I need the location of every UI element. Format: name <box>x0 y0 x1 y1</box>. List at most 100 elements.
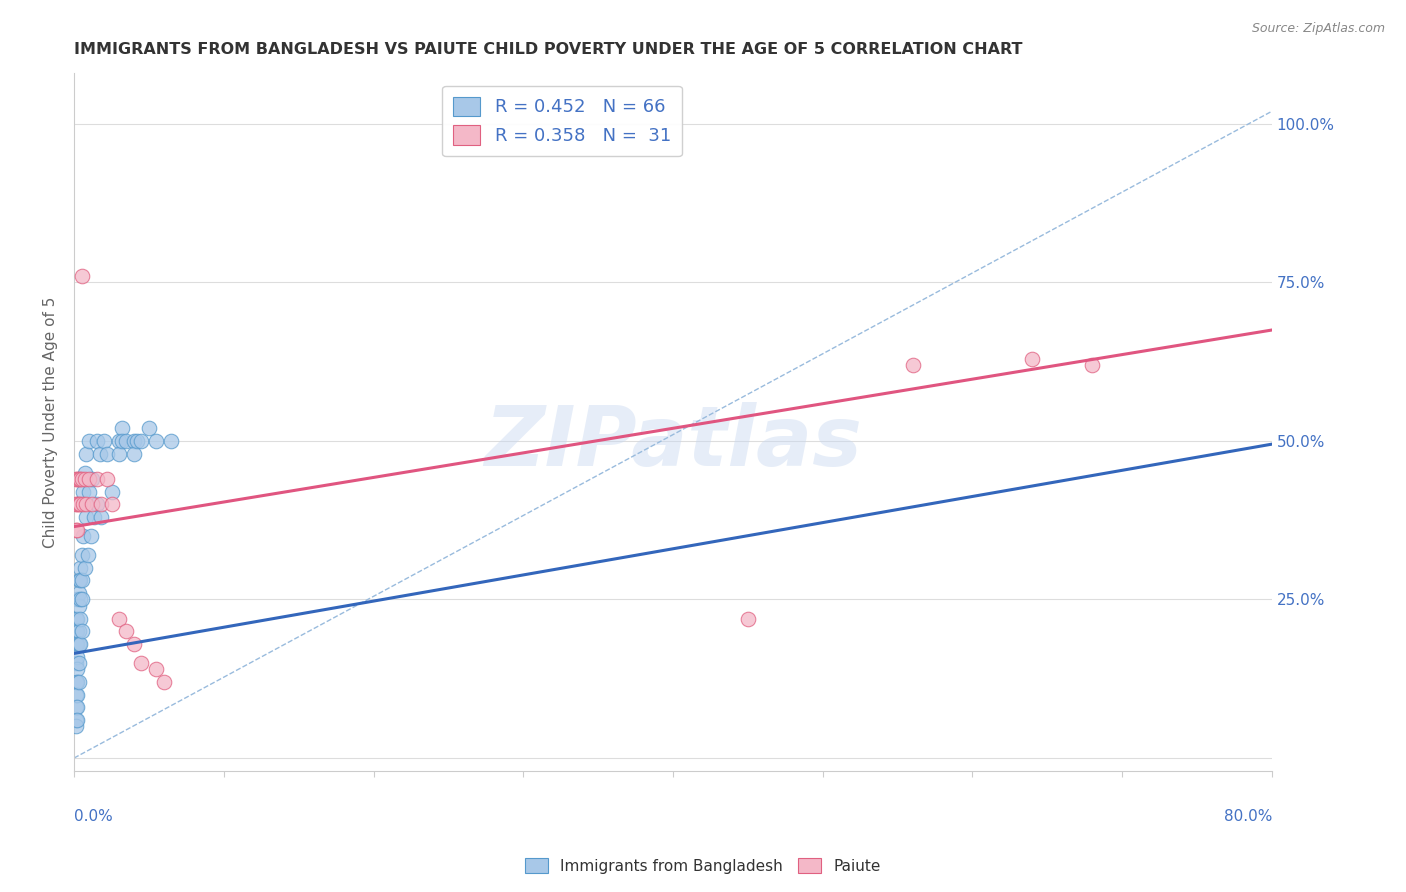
Point <box>66 523 89 537</box>
Point <box>75 510 97 524</box>
Point <box>66 611 89 625</box>
Point <box>131 434 153 448</box>
Point <box>77 484 100 499</box>
Point <box>66 472 89 486</box>
Point <box>67 472 90 486</box>
Point <box>65 611 87 625</box>
Point <box>67 624 90 639</box>
Point <box>66 700 89 714</box>
Legend: Immigrants from Bangladesh, Paiute: Immigrants from Bangladesh, Paiute <box>519 852 887 880</box>
Point <box>100 497 122 511</box>
Point <box>111 434 134 448</box>
Point <box>66 497 89 511</box>
Point <box>72 529 94 543</box>
Point <box>69 592 91 607</box>
Point <box>138 421 160 435</box>
Point <box>65 700 87 714</box>
Text: Source: ZipAtlas.com: Source: ZipAtlas.com <box>1251 22 1385 36</box>
Point <box>66 662 89 676</box>
Point <box>72 497 94 511</box>
Point <box>93 434 115 448</box>
Point <box>115 624 138 639</box>
Point <box>67 656 90 670</box>
Point <box>80 472 103 486</box>
Point <box>75 497 97 511</box>
Point <box>65 719 87 733</box>
Point <box>65 656 87 670</box>
Point <box>65 713 87 727</box>
Text: 80.0%: 80.0% <box>1223 809 1272 824</box>
Point <box>125 434 148 448</box>
Legend: R = 0.452   N = 66, R = 0.358   N =  31: R = 0.452 N = 66, R = 0.358 N = 31 <box>443 86 682 156</box>
Text: IMMIGRANTS FROM BANGLADESH VS PAIUTE CHILD POVERTY UNDER THE AGE OF 5 CORRELATIO: IMMIGRANTS FROM BANGLADESH VS PAIUTE CHI… <box>75 42 1022 57</box>
Point <box>153 674 176 689</box>
Point <box>737 611 759 625</box>
Point <box>86 472 108 486</box>
Point <box>70 574 93 588</box>
Point <box>67 497 90 511</box>
Point <box>69 472 91 486</box>
Point <box>108 434 131 448</box>
Point <box>70 548 93 562</box>
Point <box>65 674 87 689</box>
Point <box>80 497 103 511</box>
Point <box>90 497 112 511</box>
Point <box>70 624 93 639</box>
Point <box>122 434 145 448</box>
Point <box>65 688 87 702</box>
Point <box>70 472 93 486</box>
Point <box>69 561 91 575</box>
Point <box>108 447 131 461</box>
Point <box>100 484 122 499</box>
Point <box>66 649 89 664</box>
Point <box>65 472 87 486</box>
Point <box>145 434 167 448</box>
Point <box>69 574 91 588</box>
Point <box>67 586 90 600</box>
Point <box>75 447 97 461</box>
Point <box>108 611 131 625</box>
Point <box>66 592 89 607</box>
Point <box>66 624 89 639</box>
Point <box>70 269 93 284</box>
Point <box>73 472 96 486</box>
Point <box>65 523 87 537</box>
Point <box>122 447 145 461</box>
Point <box>69 637 91 651</box>
Point <box>65 497 87 511</box>
Point <box>131 656 153 670</box>
Point <box>72 484 94 499</box>
Point <box>79 529 101 543</box>
Point <box>86 497 108 511</box>
Point <box>67 637 90 651</box>
Point <box>65 637 87 651</box>
Point <box>66 674 89 689</box>
Point <box>145 662 167 676</box>
Point <box>65 624 87 639</box>
Text: ZIPatlas: ZIPatlas <box>484 402 862 483</box>
Text: 0.0%: 0.0% <box>75 809 112 824</box>
Point <box>90 510 112 524</box>
Point <box>76 548 98 562</box>
Point <box>160 434 183 448</box>
Point <box>66 637 89 651</box>
Point <box>77 434 100 448</box>
Point <box>1021 351 1043 366</box>
Point <box>901 358 924 372</box>
Y-axis label: Child Poverty Under the Age of 5: Child Poverty Under the Age of 5 <box>44 296 58 548</box>
Point <box>96 447 118 461</box>
Point <box>122 637 145 651</box>
Point <box>1081 358 1104 372</box>
Point <box>67 599 90 613</box>
Point <box>89 447 111 461</box>
Point <box>83 510 105 524</box>
Point <box>66 713 89 727</box>
Point <box>67 674 90 689</box>
Point <box>69 497 91 511</box>
Point <box>77 472 100 486</box>
Point <box>73 561 96 575</box>
Point <box>96 472 118 486</box>
Point <box>111 421 134 435</box>
Point <box>70 592 93 607</box>
Point <box>73 466 96 480</box>
